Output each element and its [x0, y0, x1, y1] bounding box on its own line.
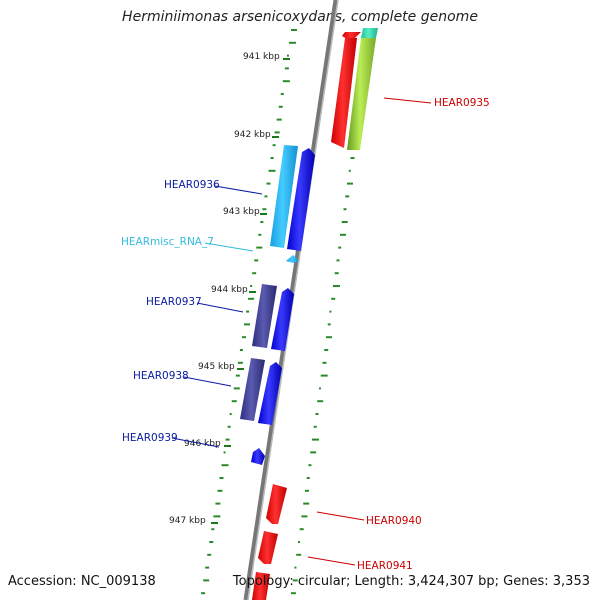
- gene-hear0935-body[interactable]: [331, 38, 357, 148]
- gc-content-track-left: [201, 29, 297, 595]
- gene-label-hear0937[interactable]: HEAR0937: [146, 296, 202, 308]
- connector-hear0940: [316, 511, 365, 521]
- connector-hear0938: [183, 376, 232, 387]
- connector-hearmisc-rna-7: [204, 242, 254, 252]
- reverse-strand-features: [252, 28, 378, 600]
- gene-label-hear0938[interactable]: HEAR0938: [133, 370, 189, 382]
- gene-hear0937[interactable]: [271, 288, 294, 351]
- connector-hear0935: [383, 97, 432, 104]
- gene-hear0941[interactable]: [258, 531, 278, 564]
- kbp-tick-944: 944 kbp: [211, 285, 248, 295]
- kbp-tick-943: 943 kbp: [223, 207, 260, 217]
- kbp-tick-947: 947 kbp: [169, 516, 206, 526]
- gene-label-hear0939[interactable]: HEAR0939: [122, 432, 178, 444]
- topology-label: Topology: circular; Length: 3,424,307 bp…: [232, 574, 590, 589]
- gene-hear0938[interactable]: [258, 362, 282, 425]
- kbp-tick-942: 942 kbp: [234, 130, 271, 140]
- cog-hear0937[interactable]: [252, 284, 277, 348]
- kbp-tick-945: 945 kbp: [198, 362, 235, 372]
- connector-hear0939: [171, 437, 220, 448]
- cog-hear0938[interactable]: [240, 358, 265, 421]
- forward-strand-features: [240, 145, 315, 465]
- connector-hear0937: [196, 302, 244, 313]
- gene-hear0939[interactable]: [251, 448, 265, 465]
- gene-hear0936-cyan[interactable]: [270, 145, 298, 248]
- cog-green-bar[interactable]: [347, 38, 376, 150]
- connector-hear0936: [214, 185, 263, 195]
- gene-labels: HEAR0935 HEAR0936 HEARmisc_RNA_7 HEAR093…: [121, 97, 490, 572]
- map-title: Herminiimonas arsenicoxydans, complete g…: [122, 9, 478, 25]
- gene-label-hear0940[interactable]: HEAR0940: [366, 515, 422, 527]
- gene-label-hear0936[interactable]: HEAR0936: [164, 179, 220, 191]
- cog-teal-bar[interactable]: [361, 28, 378, 38]
- connector-hear0941: [307, 556, 356, 566]
- gene-bottom-red[interactable]: [252, 572, 270, 600]
- rna-hearmisc-rna-7[interactable]: [286, 255, 299, 263]
- gene-label-hear0941[interactable]: HEAR0941: [357, 560, 413, 572]
- accession-label: Accession: NC_009138: [8, 574, 156, 589]
- kbp-tick-941: 941 kbp: [243, 52, 280, 62]
- gene-label-hearmisc-rna-7[interactable]: HEARmisc_RNA_7: [121, 236, 214, 248]
- gene-hear0936-blue[interactable]: [287, 148, 315, 251]
- label-connectors: [171, 97, 432, 566]
- gene-label-hear0935[interactable]: HEAR0935: [434, 97, 490, 109]
- gene-hear0940[interactable]: [266, 484, 287, 524]
